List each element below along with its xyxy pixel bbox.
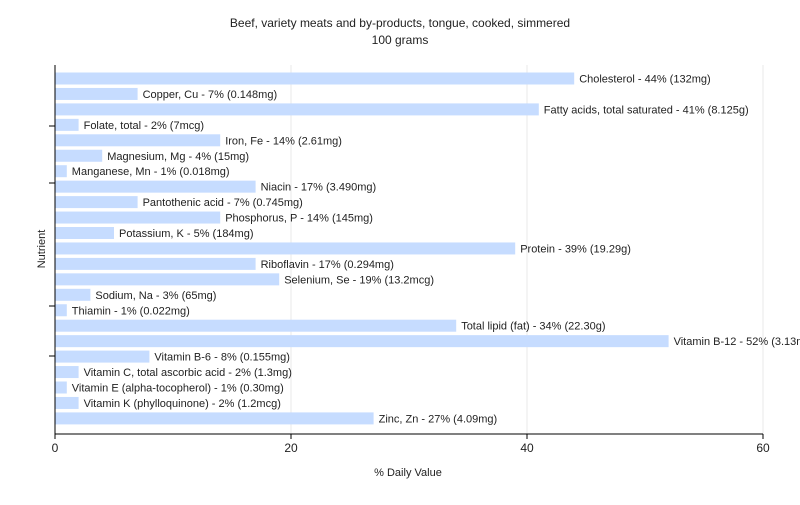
x-tick-label: 60: [756, 441, 770, 455]
bar-label: Pantothenic acid - 7% (0.745mg): [143, 197, 303, 209]
x-tick-label: 40: [520, 441, 534, 455]
bar-label: Niacin - 17% (3.490mg): [261, 182, 377, 194]
bar-label: Vitamin B-12 - 52% (3.13mcg): [674, 336, 800, 348]
bar: [55, 412, 374, 425]
bar-label: Folate, total - 2% (7mcg): [84, 120, 204, 132]
bar-label: Copper, Cu - 7% (0.148mg): [143, 89, 278, 101]
bar: [55, 196, 138, 209]
x-axis-label: % Daily Value: [374, 467, 442, 479]
bar-label: Selenium, Se - 19% (13.2mcg): [284, 274, 434, 286]
bar-label: Zinc, Zn - 27% (4.09mg): [379, 413, 498, 425]
bar-label: Phosphorus, P - 14% (145mg): [225, 213, 373, 225]
bar-label: Vitamin C, total ascorbic acid - 2% (1.3…: [84, 367, 292, 379]
bar-label: Vitamin B-6 - 8% (0.155mg): [154, 352, 290, 364]
bar-label: Magnesium, Mg - 4% (15mg): [107, 151, 249, 163]
y-axis-label: Nutrient: [36, 230, 48, 269]
bar: [55, 165, 67, 178]
x-tick-label: 0: [52, 441, 59, 455]
bar: [55, 381, 67, 394]
bar: [55, 103, 539, 116]
bar-label: Potassium, K - 5% (184mg): [119, 228, 254, 240]
bar-label: Cholesterol - 44% (132mg): [579, 74, 710, 86]
bar: [55, 180, 256, 193]
x-tick-label: 20: [284, 441, 298, 455]
chart-title: Beef, variety meats and by-products, ton…: [230, 16, 570, 30]
bar: [55, 118, 79, 131]
bar-label: Thiamin - 1% (0.022mg): [72, 305, 190, 317]
bars-layer: [55, 72, 669, 425]
bar: [55, 396, 79, 409]
axes-layer: 0 20 40 60: [49, 65, 770, 455]
bar: [55, 288, 91, 301]
bar: [55, 87, 138, 100]
bar: [55, 227, 114, 239]
bar: [55, 72, 575, 85]
bar-label: Vitamin K (phylloquinone) - 2% (1.2mcg): [84, 398, 281, 410]
bar: [55, 366, 79, 379]
bar: [55, 335, 669, 348]
bar-label: Sodium, Na - 3% (65mg): [95, 290, 216, 302]
bar-label: Riboflavin - 17% (0.294mg): [261, 259, 394, 271]
bar: [55, 304, 67, 317]
bar: [55, 273, 280, 286]
bar-label: Manganese, Mn - 1% (0.018mg): [72, 166, 230, 178]
bar-label: Total lipid (fat) - 34% (22.30g): [461, 321, 605, 333]
bar-label: Protein - 39% (19.29g): [520, 243, 631, 255]
bar-label: Iron, Fe - 14% (2.61mg): [225, 135, 342, 147]
bar-label: Vitamin E (alpha-tocopherol) - 1% (0.30m…: [72, 383, 284, 395]
chart-subtitle: 100 grams: [372, 33, 429, 47]
bar: [55, 257, 256, 270]
bar: [55, 149, 103, 162]
bar-label: Fatty acids, total saturated - 41% (8.12…: [544, 104, 749, 116]
bar-labels-layer: Cholesterol - 44% (132mg) Copper, Cu - 7%…: [72, 74, 800, 426]
bar: [55, 134, 221, 147]
bar: [55, 211, 221, 224]
bar: [55, 242, 516, 255]
bar: [55, 350, 150, 363]
bar: [55, 319, 457, 332]
